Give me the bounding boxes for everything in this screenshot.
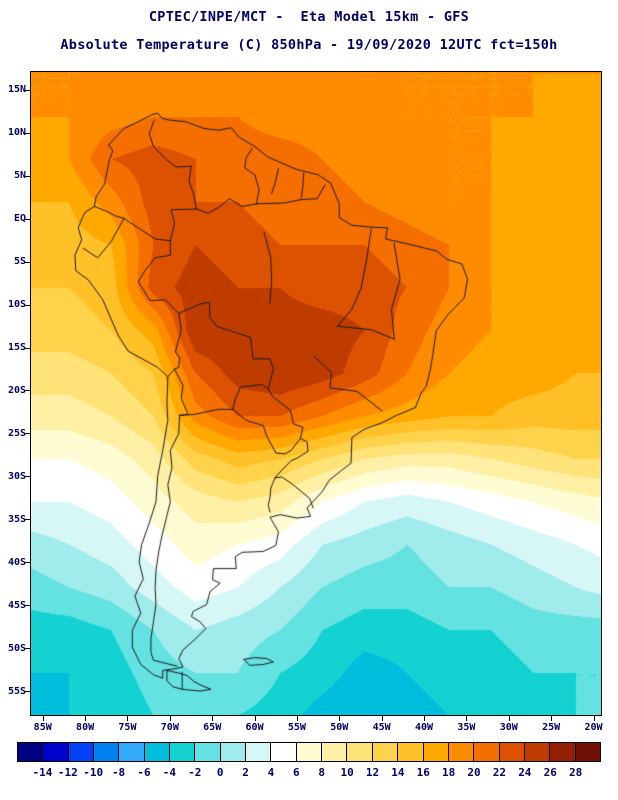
colorbar-tick-label: 22 xyxy=(492,766,507,779)
axis-tick-mark xyxy=(212,716,214,721)
colorbar-tick-label: 16 xyxy=(416,766,430,779)
colorbar-cell xyxy=(346,742,373,762)
colorbar-labels: -14 -12 -10 -8 -6 -4 -2 0 2 4 6 8 10 12 14 16 18 20 22 24 26… xyxy=(17,766,601,782)
lat-tick-label: 35S xyxy=(7,513,26,525)
axis-tick-mark xyxy=(42,716,44,721)
lat-tick-label: 20S xyxy=(7,384,26,396)
axis-tick-mark xyxy=(424,716,426,721)
colorbar-cell xyxy=(143,742,171,762)
colorbar-tick-label: -8 xyxy=(111,766,126,779)
lon-tick-label: 45W xyxy=(372,722,391,733)
colorbar-tick-label: 0 xyxy=(216,766,224,779)
lon-tick-label: 85W xyxy=(33,722,52,733)
colorbar-tick-label: -10 xyxy=(83,766,104,779)
axis-tick-mark xyxy=(381,716,383,721)
colorbar-tick-label: -4 xyxy=(162,766,176,779)
axis-tick-mark xyxy=(339,716,341,721)
colorbar-cell xyxy=(194,742,221,762)
axis-tick-mark xyxy=(85,716,87,721)
colorbar-tick-label: 18 xyxy=(442,766,456,779)
colorbar-cell xyxy=(295,742,323,762)
axis-tick-mark xyxy=(169,716,171,721)
colorbar-cell xyxy=(42,742,69,762)
map-frame xyxy=(30,71,602,716)
axis-tick-mark xyxy=(508,716,510,721)
chart-title-line1: CPTEC/INPE/MCT - Eta Model 15km - GFS xyxy=(148,9,470,25)
colorbar-cell xyxy=(169,742,196,762)
colorbar-tick-label: 10 xyxy=(340,766,354,779)
lon-tick-label: 55W xyxy=(287,722,306,733)
lon-tick-label: 40W xyxy=(415,722,434,733)
lon-tick-label: 25W xyxy=(542,722,561,733)
lon-tick-label: 35W xyxy=(457,722,476,733)
colorbar-cell xyxy=(371,742,399,762)
colorbar-cell xyxy=(321,742,348,762)
colorbar-cell xyxy=(549,742,576,762)
colorbar-tick-label: -6 xyxy=(137,766,151,779)
axis-tick-mark xyxy=(593,716,595,721)
colorbar-tick-label: 20 xyxy=(467,766,481,779)
colorbar-cell xyxy=(93,742,120,762)
lat-tick-label: 40S xyxy=(7,556,26,568)
colorbar xyxy=(17,742,601,762)
axis-tick-mark xyxy=(254,716,256,721)
colorbar-cell xyxy=(17,742,44,762)
lon-tick-label: 65W xyxy=(203,722,222,733)
lat-tick-label: 5N xyxy=(13,170,26,182)
colorbar-tick-label: 12 xyxy=(365,766,380,779)
colorbar-tick-label: 26 xyxy=(543,766,557,779)
colorbar-cell xyxy=(574,742,601,762)
colorbar-cell xyxy=(245,742,272,762)
colorbar-tick-label: -2 xyxy=(188,766,202,779)
colorbar-cell xyxy=(473,742,500,762)
axis-tick-mark xyxy=(296,716,298,721)
colorbar-tick-label: 28 xyxy=(568,766,583,779)
lat-tick-label: 30S xyxy=(7,470,26,482)
colorbar-cell xyxy=(422,742,449,762)
colorbar-cell xyxy=(397,742,424,762)
lon-tick-label: 20W xyxy=(584,722,603,733)
lat-tick-label: EQ xyxy=(13,213,26,225)
lon-tick-label: 50W xyxy=(330,722,349,733)
colorbar-tick-label: 6 xyxy=(292,766,300,779)
colorbar-cell xyxy=(219,742,247,762)
axis-tick-mark xyxy=(127,716,129,721)
lat-tick-label: 50S xyxy=(7,642,26,654)
lat-tick-label: 45S xyxy=(7,599,26,611)
lon-tick-label: 75W xyxy=(118,722,137,733)
colorbar-cell xyxy=(270,742,297,762)
colorbar-cell xyxy=(118,742,145,762)
temperature-field-map xyxy=(31,72,601,715)
colorbar-cell xyxy=(523,742,551,762)
lon-tick-label: 60W xyxy=(245,722,264,733)
lat-tick-label: 25S xyxy=(7,427,26,439)
chart-title-line2: Absolute Temperature (C) 850hPa - 19/09/… xyxy=(60,37,558,53)
lat-tick-label: 15S xyxy=(7,342,26,354)
colorbar-tick-label: 2 xyxy=(242,766,249,779)
lon-tick-label: 30W xyxy=(499,722,518,733)
lon-tick-label: 70W xyxy=(160,722,179,733)
lat-tick-label: 15N xyxy=(7,84,26,96)
axis-tick-mark xyxy=(551,716,553,721)
colorbar-cell xyxy=(67,742,95,762)
colorbar-tick-label: 4 xyxy=(267,766,275,779)
colorbar-tick-label: 14 xyxy=(391,766,405,779)
lat-tick-label: 10N xyxy=(7,127,26,139)
lat-tick-label: 55S xyxy=(7,685,26,697)
colorbar-tick-label: 24 xyxy=(518,766,532,779)
lat-tick-label: 10S xyxy=(7,299,26,311)
lat-tick-label: 5S xyxy=(13,256,26,268)
colorbar-cell xyxy=(447,742,475,762)
colorbar-tick-label: -12 xyxy=(57,766,78,779)
colorbar-tick-label: -14 xyxy=(32,766,53,779)
lon-tick-label: 80W xyxy=(76,722,95,733)
axis-tick-mark xyxy=(466,716,468,721)
colorbar-cell xyxy=(498,742,525,762)
colorbar-tick-label: 8 xyxy=(318,766,325,779)
